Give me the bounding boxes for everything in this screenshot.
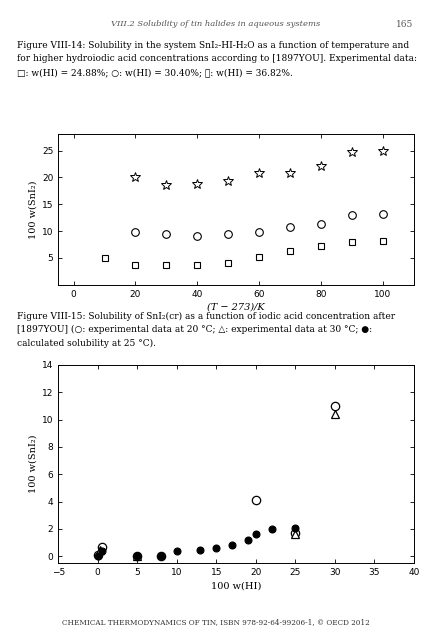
Text: Figure VIII-14: Solubility in the system SnI₂-HI-H₂O as a function of temperatur: Figure VIII-14: Solubility in the system… <box>17 41 408 50</box>
Y-axis label: 100 w(SnI₂): 100 w(SnI₂) <box>28 180 37 239</box>
Text: □: w(HI) = 24.88%; ○: w(HI) = 30.40%; ☆: w(HI) = 36.82%.: □: w(HI) = 24.88%; ○: w(HI) = 30.40%; ☆:… <box>17 68 292 77</box>
Text: VIII.2 Solubility of tin halides in aqueous systems: VIII.2 Solubility of tin halides in aque… <box>111 20 319 28</box>
Y-axis label: 100 w(SnI₂): 100 w(SnI₂) <box>28 435 37 493</box>
X-axis label: 100 w(HI): 100 w(HI) <box>210 581 261 590</box>
X-axis label: (T − 273)/K: (T − 273)/K <box>207 303 264 312</box>
Text: Figure VIII-15: Solubility of SnI₂(cr) as a function of iodic acid concentration: Figure VIII-15: Solubility of SnI₂(cr) a… <box>17 312 394 321</box>
Text: [1897YOU] (○: experimental data at 20 °C; △: experimental data at 30 °C; ●:: [1897YOU] (○: experimental data at 20 °C… <box>17 325 372 334</box>
Text: 165: 165 <box>396 20 413 29</box>
Text: calculated solubility at 25 °C).: calculated solubility at 25 °C). <box>17 339 156 348</box>
Text: for higher hydroiodic acid concentrations according to [1897YOU]. Experimental d: for higher hydroiodic acid concentration… <box>17 54 416 63</box>
Text: CHEMICAL THERMODYNAMICS OF TIN, ISBN 978-92-64-99206-1, © OECD 2012: CHEMICAL THERMODYNAMICS OF TIN, ISBN 978… <box>61 618 369 626</box>
